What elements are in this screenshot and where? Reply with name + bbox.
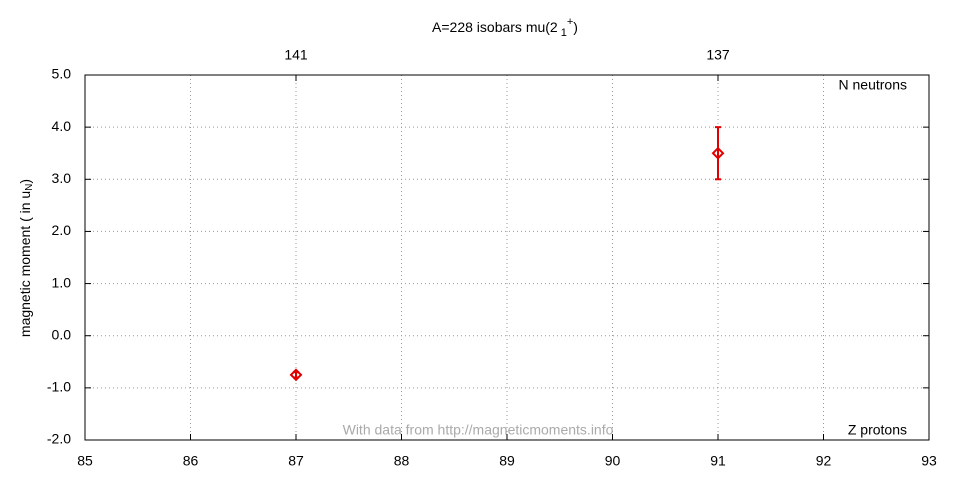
point (289, 368, 303, 382)
ylabel-end: ) (17, 179, 33, 184)
y-tick-label: 2.0 (52, 222, 72, 238)
point (711, 146, 725, 160)
title-end: ) (573, 19, 578, 35)
error-bar (715, 126, 721, 181)
watermark: With data from http://magneticmoments.in… (343, 422, 614, 438)
title-sup: + (567, 16, 573, 28)
x-tick-label: 92 (816, 453, 832, 469)
ylabel-sub: N (24, 184, 35, 191)
y-tick-label: 3.0 (52, 170, 72, 186)
title-sub: 1 (561, 27, 567, 39)
plot-frame (84, 74, 930, 441)
ylabel-main: magnetic moment ( in u (17, 191, 33, 337)
x-tick-label: 88 (394, 453, 410, 469)
x-tick-label: 85 (77, 453, 93, 469)
x-tick-label: 86 (183, 453, 199, 469)
y-tick-label: -2.0 (47, 431, 71, 447)
chart-title: A=228 isobars mu(2 1+) (432, 16, 578, 39)
annotation: Z protons (848, 422, 907, 438)
annotation: N neutrons (839, 77, 907, 93)
y-axis-label: magnetic moment ( in uN) (17, 179, 35, 337)
x2-tick-label: 137 (706, 47, 730, 63)
title-main: A=228 isobars mu(2 (432, 19, 558, 35)
x-tick-label: 87 (288, 453, 304, 469)
y-tick-label: 0.0 (52, 326, 72, 342)
y-tick-label: 5.0 (52, 66, 72, 82)
y-tick-label: 1.0 (52, 274, 72, 290)
y-tick-label: 4.0 (52, 118, 72, 134)
x2-tick-label: 141 (284, 47, 308, 63)
x-tick-label: 89 (499, 453, 515, 469)
y-tick-label: -1.0 (47, 379, 71, 395)
x-tick-label: 90 (605, 453, 621, 469)
x-tick-label: 91 (710, 453, 726, 469)
x-tick-label: 93 (921, 453, 937, 469)
